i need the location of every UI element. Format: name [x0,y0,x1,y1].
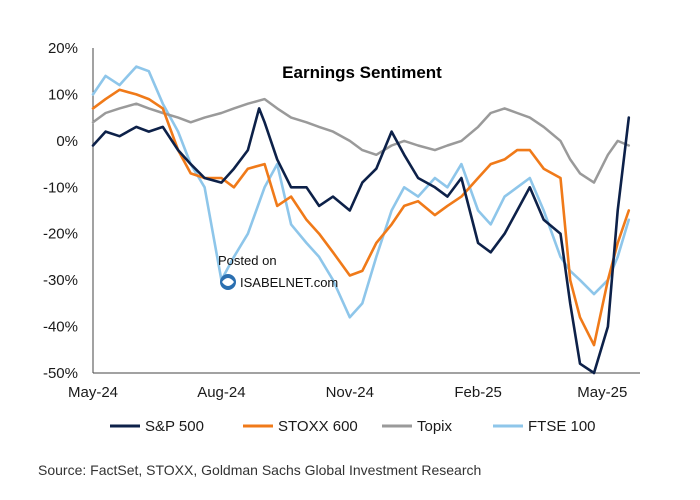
legend-label: FTSE 100 [528,418,596,435]
y-tick-label: -20% [43,226,78,243]
series-lines [91,65,631,375]
x-axis-tick-labels: May-24 Aug-24 Nov-24 Feb-25 May-25 [68,384,627,401]
y-tick-label: 10% [48,86,78,103]
watermark: Posted on ISABELNET.com [218,253,338,290]
series-line-s-p-500 [91,107,631,375]
watermark-logo-swirl [222,278,234,286]
x-tick-label: May-24 [68,384,118,401]
x-tick-label: Nov-24 [326,384,374,401]
legend-label: STOXX 600 [278,418,358,435]
y-axis-tick-labels: 20% 10% 0% -10% -20% -30% -40% -50% [43,40,78,382]
x-tick-label: May-25 [577,384,627,401]
x-tick-label: Feb-25 [454,384,502,401]
legend: S&P 500 STOXX 600 Topix FTSE 100 [110,418,596,435]
series-line-topix [91,97,631,184]
y-tick-label: -50% [43,365,78,382]
chart-title: Earnings Sentiment [282,63,442,82]
y-tick-label: 20% [48,40,78,57]
legend-label: Topix [417,418,453,435]
watermark-site-name: ISABELNET.com [240,275,338,290]
legend-label: S&P 500 [145,418,204,435]
y-tick-label: -30% [43,272,78,289]
y-tick-label: -10% [43,179,78,196]
x-tick-label: Aug-24 [197,384,245,401]
watermark-posted-on: Posted on [218,253,277,268]
y-tick-label: 0% [56,133,78,150]
series-line-stoxx-600 [91,88,631,347]
source-note: Source: FactSet, STOXX, Goldman Sachs Gl… [38,462,482,478]
series-line-ftse-100 [91,65,631,319]
y-tick-label: -40% [43,319,78,336]
